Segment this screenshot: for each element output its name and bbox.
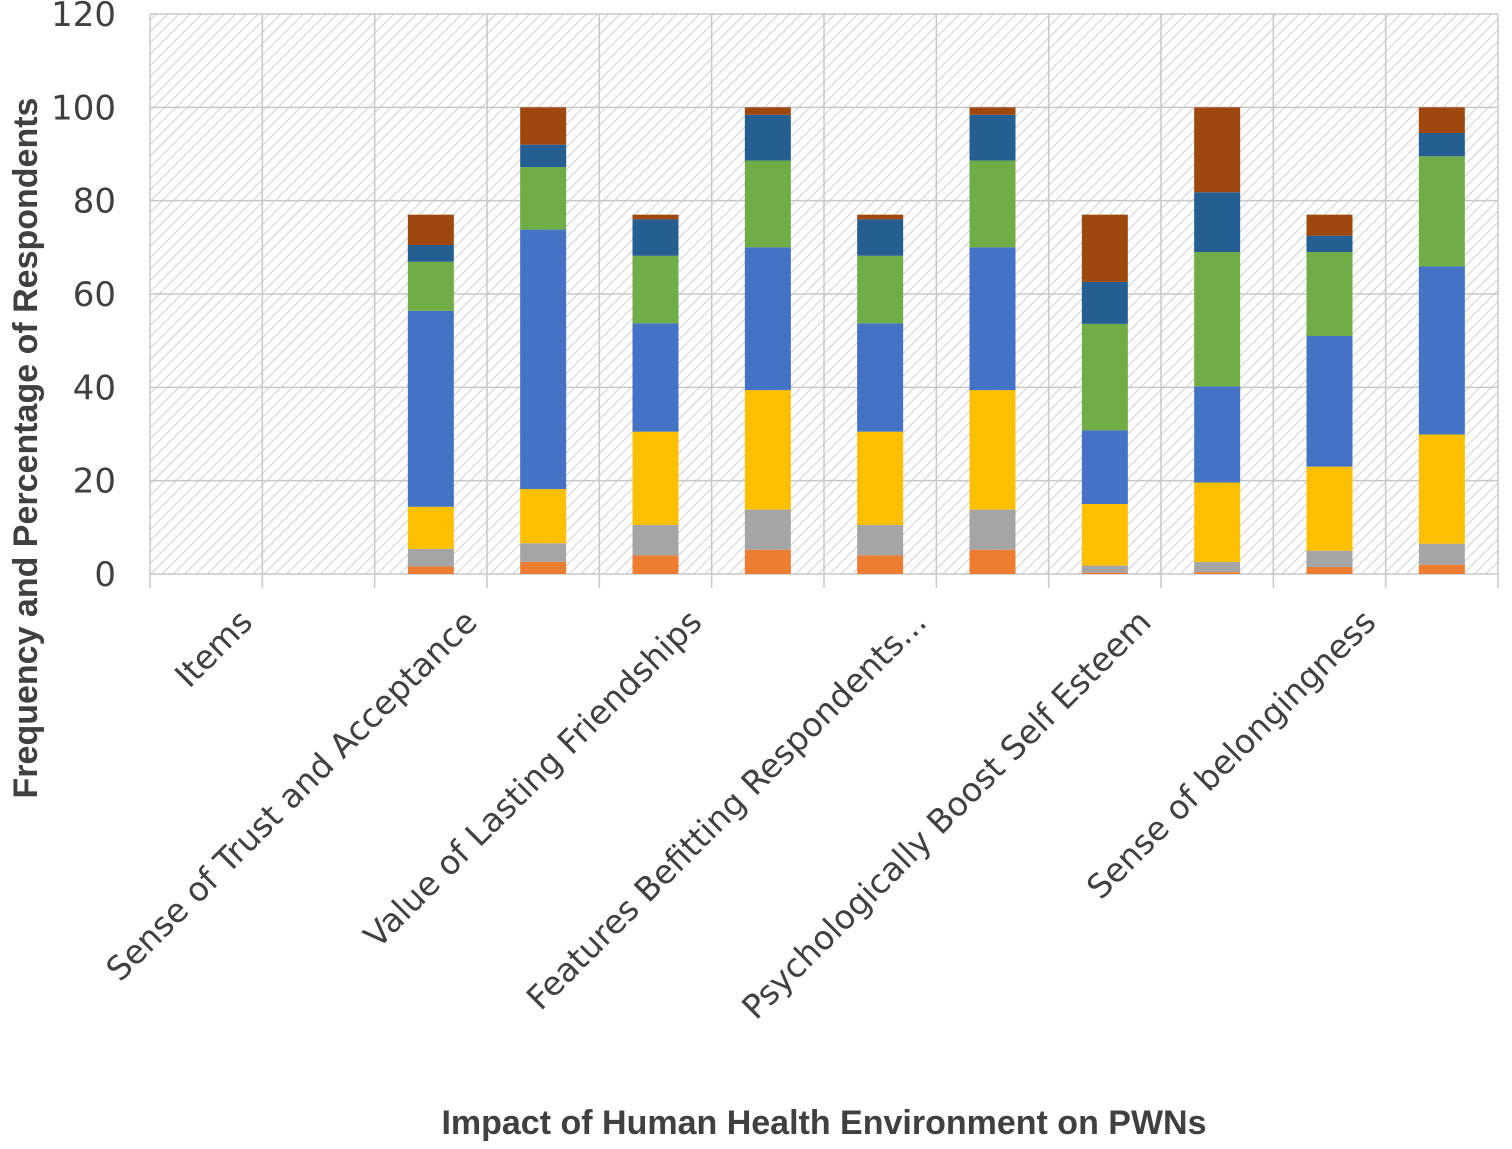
bar-segment <box>407 261 454 311</box>
bar-segment <box>520 489 567 544</box>
bar-segment <box>969 114 1016 161</box>
bar-segment <box>1081 323 1128 431</box>
bar-segment <box>1306 235 1353 252</box>
bar-segment <box>520 229 567 490</box>
bar-segment <box>1418 266 1465 435</box>
bar-segment <box>632 214 679 220</box>
bar-segment <box>1306 336 1353 467</box>
x-axis-title: Impact of Human Health Environment on PW… <box>441 1104 1206 1142</box>
bar-segment <box>857 555 904 574</box>
stacked-bar <box>1306 214 1353 574</box>
stacked-bar <box>407 214 454 574</box>
bar-segment <box>520 167 567 230</box>
bar-segment <box>632 323 679 432</box>
bar-segment <box>857 219 904 256</box>
y-axis-ticks: 0 20 40 60 80 100 120 <box>51 0 116 595</box>
bar-segment <box>857 323 904 432</box>
x-category-label: Features Befitting Respondents... <box>519 602 934 1017</box>
bar-segment <box>407 506 454 549</box>
bar-segment <box>744 247 791 391</box>
bar-segment <box>632 555 679 574</box>
bar-segment <box>744 390 791 510</box>
bar-segment <box>1306 466 1353 551</box>
bar-segment <box>1194 107 1241 193</box>
bar-segment <box>1081 214 1128 282</box>
bar-segment <box>1194 252 1241 387</box>
bar-segment <box>1081 430 1128 504</box>
bar-segment <box>744 107 791 115</box>
bar-segment <box>1418 133 1465 157</box>
bar-segment <box>969 107 1016 115</box>
bar-segment <box>744 114 791 161</box>
bar-segment <box>744 549 791 574</box>
x-category-label: Items <box>167 602 260 695</box>
bar-segment <box>1081 281 1128 324</box>
bar-segment <box>969 247 1016 391</box>
bar-segment <box>1418 543 1465 565</box>
bar-segment <box>1418 434 1465 544</box>
bar-segment <box>744 509 791 550</box>
bar-segment <box>632 431 679 525</box>
bar-segment <box>407 310 454 507</box>
stacked-bar <box>632 214 679 574</box>
stacked-bar <box>1418 107 1465 574</box>
bar-segment <box>744 160 791 248</box>
bar-segment <box>1194 482 1241 562</box>
stacked-bar <box>969 107 1016 574</box>
stacked-bar <box>1081 214 1128 574</box>
bar-segment <box>520 107 567 145</box>
stacked-bar <box>1194 107 1241 574</box>
y-tick-label: 40 <box>73 368 116 408</box>
bar-segment <box>1418 107 1465 133</box>
bar-segment <box>969 509 1016 550</box>
stacked-bar <box>744 107 791 574</box>
bar-segment <box>1306 550 1353 567</box>
bar-segment <box>857 255 904 324</box>
bar-segment <box>969 549 1016 574</box>
bar-segment <box>857 525 904 556</box>
y-tick-label: 0 <box>94 555 116 595</box>
bar-segment <box>1081 504 1128 566</box>
bar-segment <box>1081 565 1128 573</box>
y-tick-label: 60 <box>73 275 116 315</box>
y-tick-label: 80 <box>73 182 116 222</box>
bar-segment <box>1306 252 1353 336</box>
x-category-label: Psychologically Boost Self Esteem <box>734 602 1159 1027</box>
bar-segment <box>1081 572 1128 574</box>
y-tick-label: 120 <box>51 0 116 35</box>
bar-segment <box>407 566 454 574</box>
stacked-bar <box>520 107 567 574</box>
bar-segment <box>969 160 1016 248</box>
bar-segment <box>1194 192 1241 252</box>
y-tick-label: 100 <box>51 88 116 128</box>
bar-segment <box>1194 386 1241 483</box>
bar-segment <box>1418 564 1465 574</box>
bars-group <box>407 107 1465 574</box>
bar-segment <box>520 144 567 168</box>
stacked-bar <box>857 214 904 574</box>
bar-segment <box>632 219 679 256</box>
bar-segment <box>1418 156 1465 267</box>
bar-segment <box>632 525 679 556</box>
bar-segment <box>407 214 454 245</box>
bar-segment <box>407 245 454 262</box>
bar-segment <box>1306 214 1353 236</box>
gridlines <box>149 13 1499 588</box>
y-axis-title: Frequency and Percentage of Respondents <box>7 98 45 799</box>
bar-segment <box>969 390 1016 510</box>
bar-segment <box>632 255 679 324</box>
y-tick-label: 20 <box>73 462 116 502</box>
bar-segment <box>520 561 567 574</box>
bar-segment <box>857 214 904 220</box>
x-category-label: Sense of Trust and Acceptance <box>98 602 484 988</box>
bar-segment <box>1194 572 1241 574</box>
bar-segment <box>1306 567 1353 574</box>
bar-segment <box>857 431 904 525</box>
bar-segment <box>520 543 567 562</box>
bar-segment <box>1194 561 1241 573</box>
bar-segment <box>407 548 454 567</box>
